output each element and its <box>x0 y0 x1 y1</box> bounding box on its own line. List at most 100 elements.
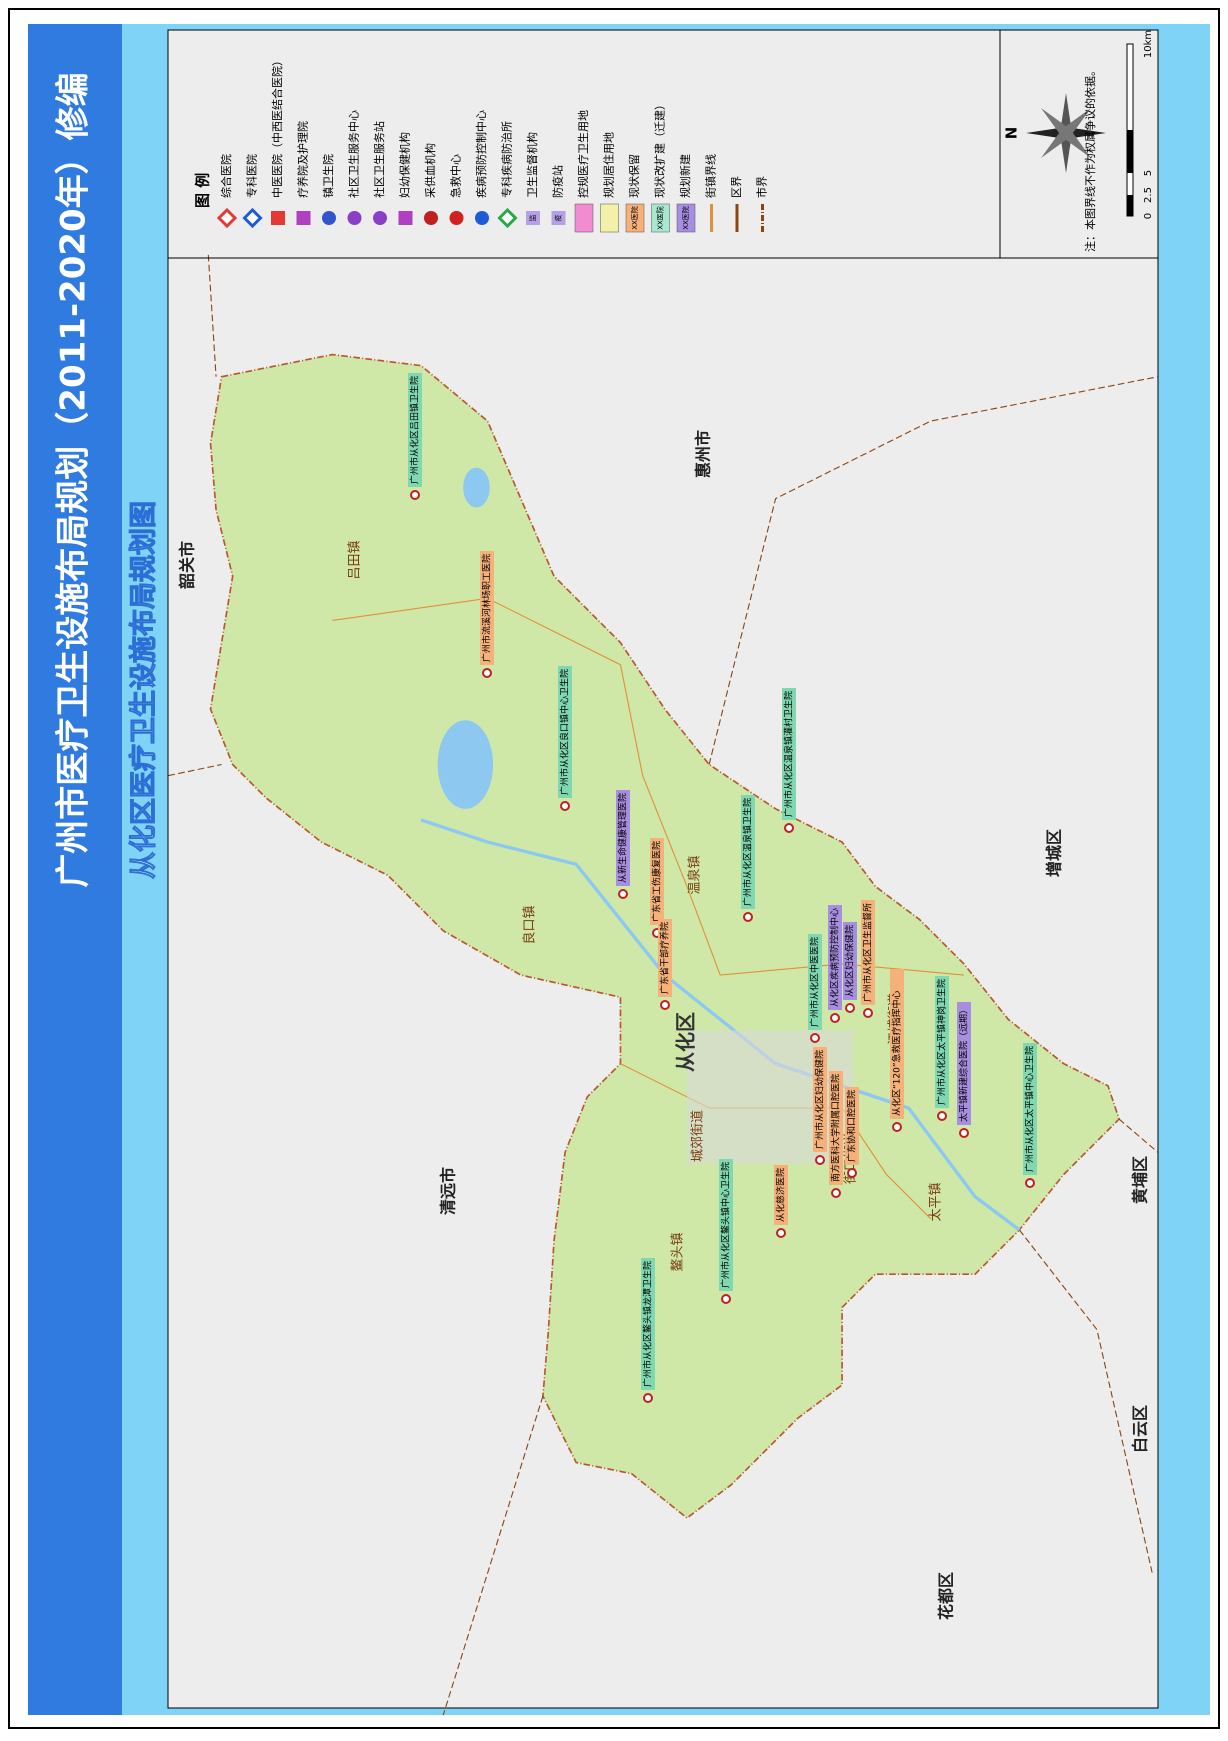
facility-marker <box>776 1228 786 1238</box>
scale-bar <box>1127 130 1133 173</box>
city-boundary <box>168 763 222 777</box>
facility-box <box>616 790 630 886</box>
facility-marker <box>410 490 420 500</box>
facility-label: 广州市从化区鳌头镇龙潭卫生院 <box>642 1261 654 1387</box>
legend-item: 规划新建 <box>678 154 692 198</box>
legend-icon <box>651 203 670 233</box>
scale-label: 0 <box>1143 213 1154 219</box>
region-label: 增城区 <box>1045 829 1064 877</box>
region-label: 白云区 <box>1131 1405 1150 1453</box>
facility-label: 从新生命健康管理医院 <box>617 793 629 883</box>
town-label: 鳌头镇 <box>670 1232 686 1271</box>
region-label: 黄埔区 <box>1131 1156 1150 1204</box>
reservoir <box>463 467 490 508</box>
region-label: 从化区 <box>674 1012 698 1072</box>
facility-marker <box>937 1111 947 1121</box>
facility-marker <box>830 1013 840 1023</box>
facility-label: 南方医科大学附属口腔医院 <box>830 1074 842 1182</box>
facility-box <box>957 1002 971 1125</box>
facility-label: 广州市从化区中医医院 <box>809 937 821 1027</box>
legend-icon <box>475 211 489 225</box>
facility-box <box>828 905 842 1010</box>
legend-item: 社区卫生服务中心 <box>347 110 361 198</box>
facility-label: 广东省工伤康复医院 <box>651 841 663 922</box>
facility-marker <box>810 1033 820 1043</box>
facility-box <box>650 838 664 925</box>
city-boundary <box>442 1395 544 1716</box>
legend-icon <box>347 211 362 225</box>
facility-marker <box>721 1294 731 1304</box>
scale-bar <box>1127 195 1133 216</box>
legend-swatch-label: XX医院 <box>656 206 665 230</box>
legend-item: 采供血机构 <box>423 143 437 198</box>
legend-icon <box>398 211 413 225</box>
legend-icon <box>449 211 464 225</box>
legend-item: 专科疾病防治所 <box>500 121 514 198</box>
title-band <box>28 24 122 1715</box>
facility-box <box>1023 1043 1037 1175</box>
facility-box <box>829 1071 843 1185</box>
facility-label: 从化慈济医院 <box>775 1168 787 1222</box>
facility-marker <box>831 1188 841 1198</box>
facility-label: 广州市从化区温泉镇灌村卫生院 <box>783 691 795 817</box>
legend-item: 镇卫生院 <box>321 154 335 198</box>
facility-label: 广州市从化区吕田镇卫生院 <box>409 376 421 484</box>
legend-icon <box>424 211 438 225</box>
legend-icon <box>322 211 336 225</box>
legend-icon <box>676 203 696 233</box>
map-title: 广州市医疗卫生设施布局规划（2011-2020年）修编 <box>54 72 94 887</box>
legend-item: 妇幼保健机构 <box>398 132 412 198</box>
facility-marker <box>815 1155 825 1165</box>
facility-box <box>813 1047 827 1152</box>
region-label: 韶关市 <box>178 541 197 589</box>
legend-item: 综合医院 <box>219 154 233 198</box>
facility-box <box>843 922 857 1000</box>
legend-item: 防疫站 <box>551 165 565 198</box>
facility-box <box>558 666 572 798</box>
map-note: 注：本图界线不作为权属争议的依据。 <box>1083 65 1097 252</box>
legend-icon <box>526 211 540 225</box>
legend-icon <box>216 207 238 229</box>
facility-label: 太平镇新建综合医院（远期） <box>958 1005 970 1122</box>
facility-marker <box>784 823 794 833</box>
scale-label: 2.5 <box>1143 187 1154 203</box>
legend-icon <box>600 203 619 233</box>
town-label: 吕田镇 <box>348 540 363 579</box>
legend-swatch-label: 疫 <box>554 215 563 222</box>
legend-icon <box>497 207 518 229</box>
facility-marker <box>863 1008 873 1018</box>
facility-label: 从化区疾病预防控制中心 <box>829 908 841 1007</box>
district-boundary <box>1118 1118 1159 1153</box>
facility-label: 从化区妇幼保健院 <box>844 925 856 997</box>
legend-item: 专科医院 <box>245 154 259 198</box>
north-label: N <box>1003 127 1021 140</box>
legend-swatch-label: XX医院 <box>630 206 639 230</box>
legend-item: 现状改扩建（迁建） <box>653 99 667 198</box>
reservoir <box>437 720 494 809</box>
facility-box <box>890 969 904 1119</box>
facility-label: 广州市从化区温泉镇卫生院 <box>742 798 754 906</box>
facility-marker <box>892 1122 902 1132</box>
legend-item: 中医医院（中西医结合医院） <box>270 55 284 198</box>
legend-icon <box>625 203 645 233</box>
city-boundary <box>207 254 217 377</box>
legend-icon <box>373 211 387 225</box>
facility-label: 广东省干部疗养院 <box>659 922 671 994</box>
legend-item: 规划居住用地 <box>602 132 616 198</box>
region-label: 清远市 <box>439 1167 458 1215</box>
facility-label: 广州市从化区鳌头镇中心卫生院 <box>720 1162 732 1288</box>
district-boundary <box>1018 1229 1153 1574</box>
town-label: 温泉镇 <box>687 855 703 894</box>
scale-label: 10km <box>1143 30 1154 58</box>
legend-item: 控规医疗卫生用地 <box>576 110 590 198</box>
region-label: 惠州市 <box>694 430 713 478</box>
facility-box <box>935 976 949 1108</box>
legend-item: 疗养院及护理院 <box>296 121 310 198</box>
facility-marker <box>618 889 628 899</box>
subtitle-band <box>122 24 168 1715</box>
legend-item: 疾病预防控制中心 <box>474 110 488 198</box>
facility-label: 广州市从化区妇幼保健院 <box>814 1050 826 1149</box>
legend-swatch-label: XX医院 <box>681 206 690 230</box>
facility-label: 从化区“120”急救医疗指挥中心 <box>891 990 903 1116</box>
legend-icon <box>296 211 311 225</box>
